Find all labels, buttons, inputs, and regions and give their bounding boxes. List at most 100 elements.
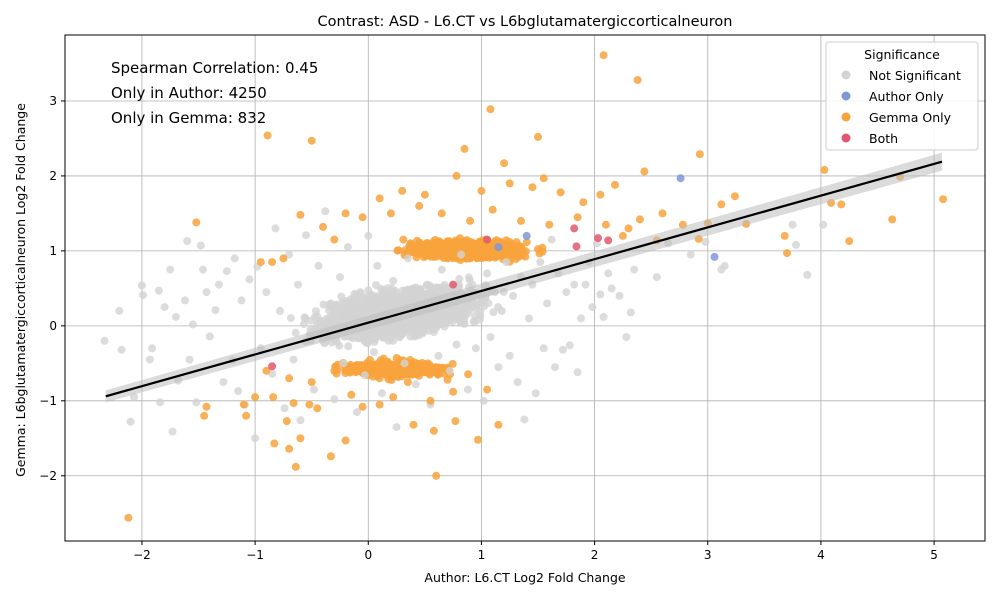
- point-not-significant: [607, 284, 616, 293]
- point-gemma-only: [483, 385, 492, 394]
- point-not-significant: [403, 254, 412, 263]
- annotation-spearman: Spearman Correlation: 0.45: [111, 59, 318, 77]
- point-gemma-only: [556, 188, 565, 197]
- point-not-significant: [434, 351, 443, 360]
- cloud-point: [390, 290, 398, 299]
- y-tick-label: 1: [49, 244, 57, 258]
- point-gemma-only: [820, 165, 829, 174]
- cloud-point: [414, 316, 423, 325]
- cloud-point-gemma: [434, 370, 443, 378]
- point-not-significant: [452, 340, 461, 349]
- cloud-point-gemma: [390, 367, 399, 375]
- point-gemma-only: [307, 136, 316, 145]
- point-gemma-only: [269, 393, 278, 402]
- point-both: [570, 224, 579, 233]
- point-gemma-only: [386, 209, 395, 218]
- point-gemma-only: [270, 439, 279, 448]
- point-gemma-only: [429, 426, 438, 435]
- cloud-point: [465, 306, 473, 315]
- cloud-point-gemma: [431, 244, 440, 253]
- point-gemma-only: [633, 76, 642, 84]
- point-not-significant: [701, 237, 710, 246]
- point-not-significant: [230, 254, 239, 263]
- point-not-significant: [418, 329, 427, 338]
- cloud-point-gemma: [406, 242, 415, 251]
- point-not-significant: [343, 243, 352, 252]
- cloud-point: [489, 308, 498, 317]
- point-not-significant: [100, 336, 109, 345]
- cloud-point: [420, 290, 428, 299]
- cloud-point: [450, 311, 459, 320]
- x-tick-label: −1: [246, 548, 264, 562]
- point-not-significant: [460, 314, 469, 323]
- point-not-significant: [296, 416, 305, 425]
- point-gemma-only: [730, 192, 739, 201]
- point-gemma-only: [398, 368, 407, 377]
- point-not-significant: [168, 427, 177, 436]
- point-gemma-only: [451, 417, 460, 426]
- point-not-significant: [788, 220, 797, 229]
- point-not-significant: [525, 314, 533, 323]
- point-gemma-only: [330, 235, 339, 244]
- point-not-significant: [285, 250, 294, 259]
- x-tick-label: 0: [364, 548, 372, 562]
- point-gemma-only: [268, 258, 277, 267]
- point-gemma-only: [426, 396, 435, 405]
- cloud-point-gemma: [472, 247, 481, 256]
- cloud-point: [380, 292, 388, 301]
- point-not-significant: [570, 280, 579, 289]
- point-not-significant: [471, 344, 480, 353]
- point-gemma-only: [415, 201, 424, 210]
- point-gemma-only: [347, 390, 356, 399]
- point-not-significant: [400, 359, 409, 368]
- point-gemma-only: [375, 194, 384, 203]
- point-not-significant: [137, 281, 146, 290]
- point-both: [483, 235, 492, 244]
- point-gemma-only: [330, 366, 339, 375]
- cloud-point-gemma: [413, 236, 422, 245]
- point-not-significant: [126, 417, 135, 426]
- point-not-significant: [276, 306, 284, 315]
- point-not-significant: [302, 231, 310, 240]
- point-not-significant: [558, 345, 567, 354]
- point-gemma-only: [517, 216, 525, 225]
- point-not-significant: [310, 385, 318, 394]
- cloud-point: [363, 339, 372, 348]
- point-not-significant: [271, 224, 280, 233]
- regression-line-group: [105, 152, 943, 403]
- point-both: [572, 242, 581, 251]
- point-not-significant: [536, 258, 545, 267]
- cloud-point-gemma: [344, 366, 353, 375]
- point-gemma-only: [939, 195, 948, 204]
- point-gemma-only: [460, 144, 469, 153]
- point-gemma-only: [375, 374, 384, 383]
- legend-box: [825, 41, 979, 151]
- point-both: [604, 236, 613, 245]
- point-not-significant: [336, 273, 344, 282]
- cloud-point: [455, 281, 463, 289]
- point-gemma-only: [242, 411, 251, 420]
- cloud-point-gemma: [535, 249, 544, 258]
- point-not-significant: [339, 359, 348, 368]
- point-gemma-only: [618, 231, 627, 240]
- point-not-significant: [211, 306, 220, 315]
- point-gemma-only: [319, 222, 327, 231]
- point-gemma-only: [783, 249, 791, 258]
- point-gemma-only: [420, 190, 429, 199]
- cloud-point: [319, 300, 328, 309]
- point-not-significant: [356, 288, 365, 297]
- point-not-significant: [445, 366, 454, 375]
- point-not-significant: [377, 389, 386, 398]
- point-not-significant: [562, 288, 571, 297]
- point-not-significant: [160, 303, 169, 312]
- point-gemma-only: [289, 399, 298, 408]
- cloud-point-gemma: [418, 246, 427, 255]
- point-not-significant: [245, 275, 254, 284]
- point-not-significant: [330, 395, 339, 404]
- point-not-significant: [353, 408, 361, 417]
- point-not-significant: [652, 273, 661, 282]
- point-not-significant: [381, 299, 390, 308]
- point-not-significant: [185, 355, 194, 364]
- point-not-significant: [543, 299, 552, 308]
